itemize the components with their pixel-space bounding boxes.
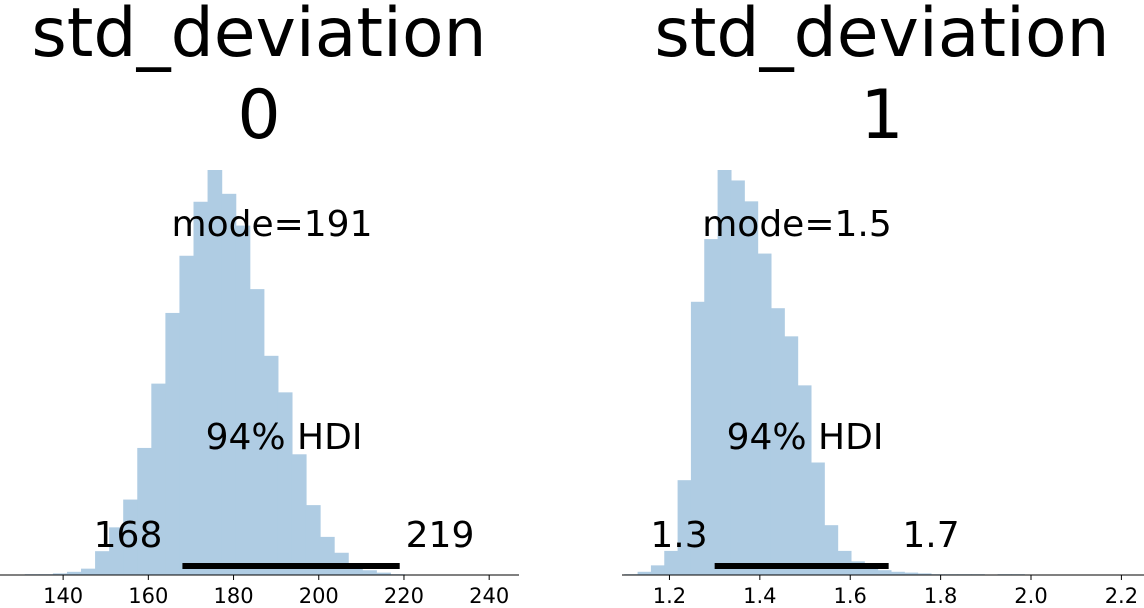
panel-0-bars — [24, 170, 405, 575]
panel-0-bar — [320, 536, 335, 575]
panel-1-bar — [744, 201, 759, 575]
panel-0: std_deviation 0 140 160 180 200 220 240 mode=… — [0, 0, 519, 608]
panel-0-hdi-low-label: 168 — [94, 515, 163, 556]
panel-1-bars — [624, 170, 1025, 576]
panel-1-bar — [890, 571, 905, 575]
panel-1-bar — [797, 385, 812, 575]
panel-0-bar — [81, 568, 96, 575]
panel-1-bar — [770, 308, 785, 575]
panel-0-title-line-2: 0 — [237, 76, 280, 155]
panel-1-bar — [704, 239, 719, 576]
panel-0-bar — [137, 447, 152, 575]
panel-1-bar — [757, 253, 772, 575]
panel-0-bar — [165, 312, 181, 575]
panel-0-bar — [193, 201, 209, 575]
panel-1-bar — [837, 550, 852, 575]
panel-1-tick-label: 1.2 — [653, 584, 686, 608]
panel-1-tick-label: 2.2 — [1105, 584, 1138, 608]
panel-1-bar — [650, 565, 665, 575]
panel-0-mode-label: mode=191 — [172, 204, 373, 245]
panel-1-hdi-low-label: 1.3 — [650, 515, 707, 556]
panel-1-hdi-high-label: 1.7 — [902, 515, 959, 556]
panel-0-bar — [348, 565, 363, 575]
panel-0-tick-label: 220 — [384, 584, 424, 608]
panel-1-title-line-2: 1 — [860, 76, 903, 155]
panel-0-bar — [235, 225, 251, 575]
panel-0-tick-label: 180 — [213, 584, 253, 608]
panel-0-tick-label: 200 — [299, 584, 339, 608]
panel-1-bar — [864, 567, 879, 575]
panel-0-bar — [207, 170, 223, 575]
panel-0-bar — [263, 355, 279, 575]
panel-1-tick-label: 1.4 — [743, 584, 776, 608]
panel-0-bar — [151, 383, 166, 575]
panel-1-hdi-label: 94% HDI — [727, 417, 884, 458]
panel-0-tick-label: 140 — [43, 584, 83, 608]
panel-1: std_deviation 1 1.2 1.4 1.6 1.8 2.0 2.2 mode=… — [622, 0, 1144, 608]
panel-0-bar — [52, 573, 68, 575]
panel-0-bar — [249, 289, 265, 575]
panel-0-hdi-label: 94% HDI — [206, 417, 363, 458]
panel-0-bar — [376, 572, 391, 575]
panel-1-mode-label: mode=1.5 — [702, 204, 892, 245]
panel-0-tick-label: 240 — [469, 584, 509, 608]
panel-1-bar — [730, 180, 745, 575]
panel-1-bar — [664, 550, 679, 575]
panel-1-bar — [784, 336, 799, 575]
panel-1-tick-label: 2.0 — [1014, 584, 1047, 608]
panel-0-title-line-1: std_deviation — [31, 0, 486, 73]
panel-0-bar — [95, 551, 110, 575]
panel-1-bar — [904, 572, 919, 575]
panel-1-bar — [810, 462, 825, 575]
panel-0-bar — [362, 570, 377, 575]
panel-1-x-ticks: 1.2 1.4 1.6 1.8 2.0 2.2 — [653, 575, 1138, 608]
panel-0-bar — [66, 571, 82, 575]
panel-1-tick-label: 1.8 — [924, 584, 957, 608]
panel-0-x-ticks: 140 160 180 200 220 240 — [43, 575, 509, 608]
panel-1-bar — [690, 301, 705, 575]
panel-0-bar — [179, 255, 195, 575]
panel-0-bar — [305, 505, 321, 575]
panel-0-hdi-high-label: 219 — [406, 515, 475, 556]
panel-1-bar — [917, 573, 932, 575]
panel-1-bar — [824, 525, 839, 575]
panel-0-tick-label: 160 — [128, 584, 168, 608]
panel-1-tick-label: 1.6 — [834, 584, 867, 608]
panel-1-title-line-1: std_deviation — [654, 0, 1109, 73]
panel-0-bar — [109, 527, 124, 575]
panel-0-bar — [277, 392, 293, 575]
panel-0-bar — [221, 193, 237, 575]
panel-1-bar — [717, 170, 732, 575]
panel-0-bar — [123, 499, 138, 575]
panel-1-bar — [677, 480, 692, 575]
panel-0-bar — [291, 454, 307, 575]
panel-1-bar — [877, 570, 892, 575]
panel-1-bar — [637, 571, 652, 575]
